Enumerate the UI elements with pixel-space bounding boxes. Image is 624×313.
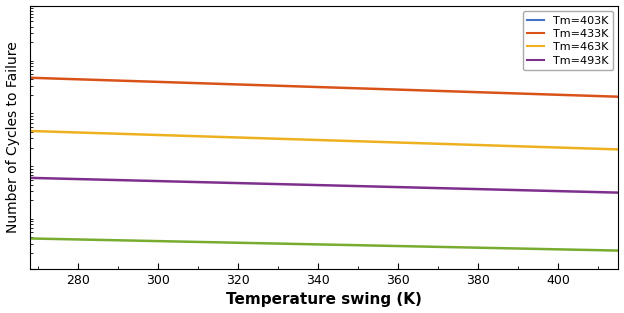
X-axis label: Temperature swing (K): Temperature swing (K) bbox=[227, 292, 422, 307]
Legend: Tm=403K, Tm=433K, Tm=463K, Tm=493K: Tm=403K, Tm=433K, Tm=463K, Tm=493K bbox=[523, 11, 613, 70]
Y-axis label: Number of Cycles to Failure: Number of Cycles to Failure bbox=[6, 41, 19, 233]
